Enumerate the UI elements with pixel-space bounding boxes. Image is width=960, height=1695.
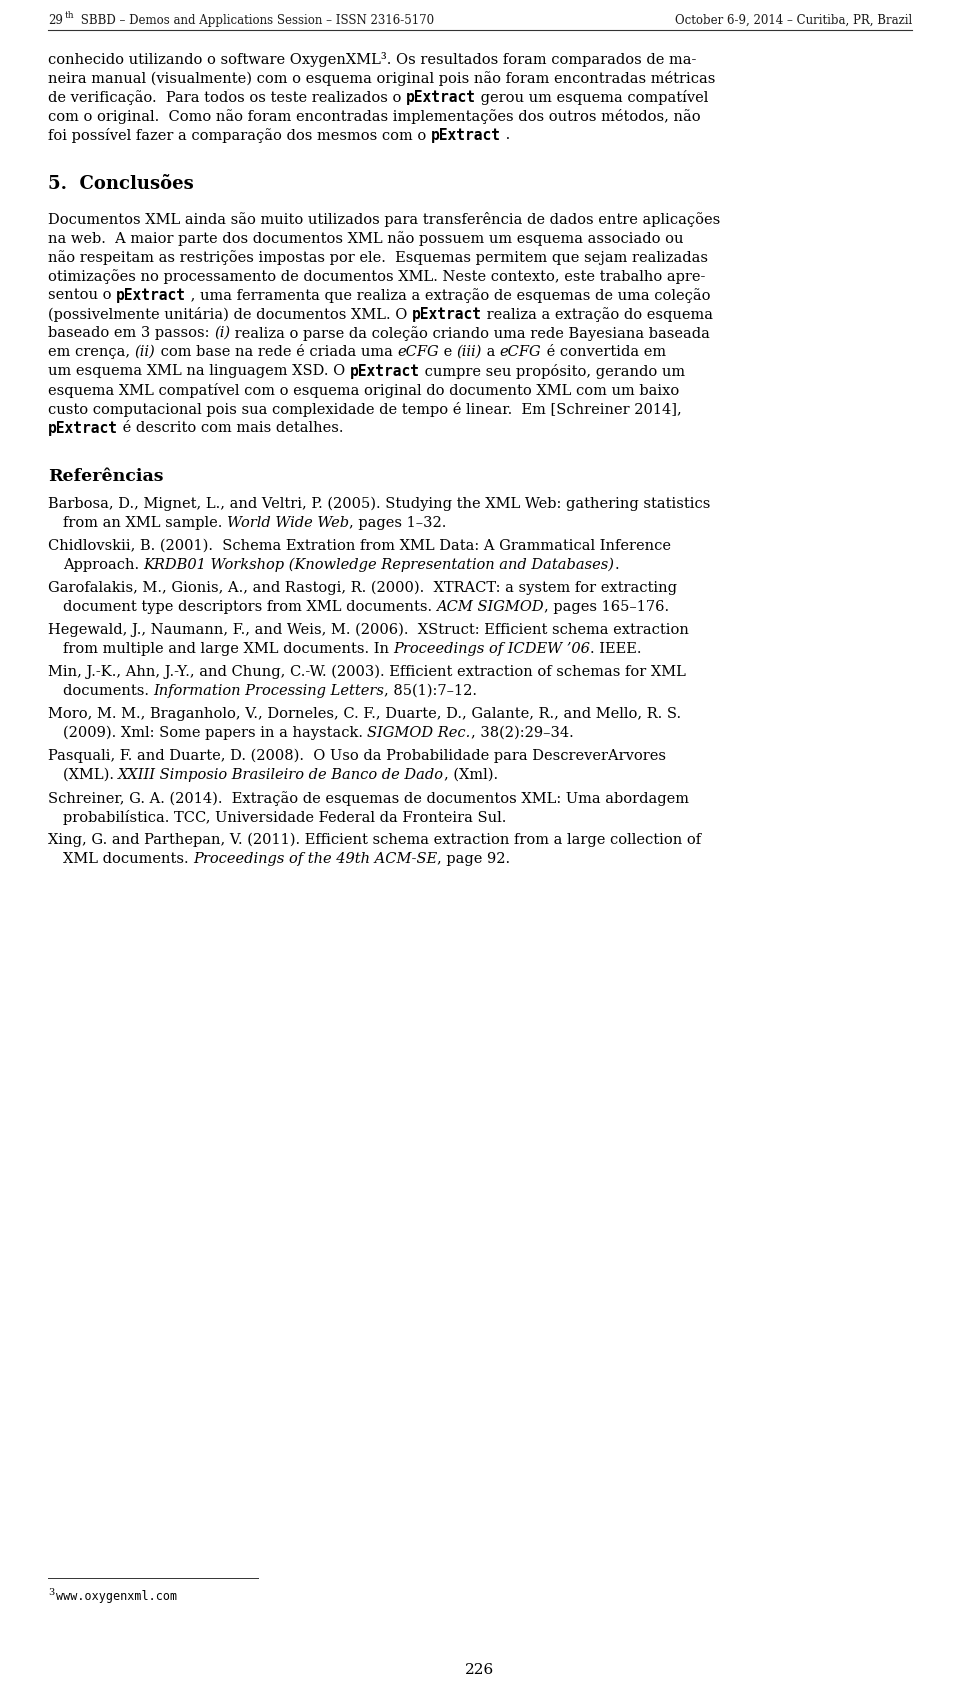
Text: Documentos XML ainda são muito utilizados para transferência de dados entre apli: Documentos XML ainda são muito utilizado… xyxy=(48,212,720,227)
Text: . IEEE.: . IEEE. xyxy=(590,642,641,656)
Text: a: a xyxy=(482,346,500,359)
Text: Garofalakis, M., Gionis, A., and Rastogi, R. (2000).  XTRACT: a system for extra: Garofalakis, M., Gionis, A., and Rastogi… xyxy=(48,581,677,595)
Text: (XML).: (XML). xyxy=(62,768,118,781)
Text: (i): (i) xyxy=(214,325,230,341)
Text: pExtract: pExtract xyxy=(406,90,476,105)
Text: .: . xyxy=(501,129,510,142)
Text: October 6-9, 2014 – Curitiba, PR, Brazil: October 6-9, 2014 – Curitiba, PR, Brazil xyxy=(675,14,912,27)
Text: Information Processing Letters: Information Processing Letters xyxy=(154,685,384,698)
Text: Referências: Referências xyxy=(48,468,163,485)
Text: e: e xyxy=(439,346,457,359)
Text: cumpre seu propósito, gerando um: cumpre seu propósito, gerando um xyxy=(420,364,685,380)
Text: SIGMOD Rec.: SIGMOD Rec. xyxy=(368,725,470,741)
Text: Pasquali, F. and Duarte, D. (2008).  O Uso da Probabilidade para DescreverArvore: Pasquali, F. and Duarte, D. (2008). O Us… xyxy=(48,749,666,763)
Text: gerou um esquema compatível: gerou um esquema compatível xyxy=(476,90,708,105)
Text: , page 92.: , page 92. xyxy=(437,853,510,866)
Text: pExtract: pExtract xyxy=(431,129,501,142)
Text: document type descriptors from XML documents.: document type descriptors from XML docum… xyxy=(62,600,437,614)
Text: documents.: documents. xyxy=(62,685,154,698)
Text: (2009). Xml: Some papers in a haystack.: (2009). Xml: Some papers in a haystack. xyxy=(62,725,368,741)
Text: Approach.: Approach. xyxy=(62,558,143,571)
Text: pExtract: pExtract xyxy=(412,307,482,322)
Text: na web.  A maior parte dos documentos XML não possuem um esquema associado ou: na web. A maior parte dos documentos XML… xyxy=(48,231,684,246)
Text: é convertida em: é convertida em xyxy=(541,346,665,359)
Text: Barbosa, D., Mignet, L., and Veltri, P. (2005). Studying the XML Web: gathering : Barbosa, D., Mignet, L., and Veltri, P. … xyxy=(48,497,710,512)
Text: com o original.  Como não foram encontradas implementações dos outros métodos, n: com o original. Como não foram encontrad… xyxy=(48,108,701,124)
Text: from multiple and large XML documents. In: from multiple and large XML documents. I… xyxy=(62,642,394,656)
Text: conhecido utilizando o software OxygenXML³. Os resultados foram comparados de ma: conhecido utilizando o software OxygenXM… xyxy=(48,53,696,68)
Text: www.oxygenxml.com: www.oxygenxml.com xyxy=(56,1590,178,1603)
Text: eCFG: eCFG xyxy=(500,346,541,359)
Text: sentou o: sentou o xyxy=(48,288,116,302)
Text: baseado em 3 passos:: baseado em 3 passos: xyxy=(48,325,214,341)
Text: Min, J.-K., Ahn, J.-Y., and Chung, C.-W. (2003). Efficient extraction of schemas: Min, J.-K., Ahn, J.-Y., and Chung, C.-W.… xyxy=(48,664,685,680)
Text: 5.  Conclusões: 5. Conclusões xyxy=(48,175,194,193)
Text: Hegewald, J., Naumann, F., and Weis, M. (2006).  XStruct: Efficient schema extra: Hegewald, J., Naumann, F., and Weis, M. … xyxy=(48,624,689,637)
Text: 226: 226 xyxy=(466,1663,494,1676)
Text: esquema XML compatível com o esquema original do documento XML com um baixo: esquema XML compatível com o esquema ori… xyxy=(48,383,680,398)
Text: é descrito com mais detalhes.: é descrito com mais detalhes. xyxy=(118,420,344,436)
Text: probabilística. TCC, Universidade Federal da Fronteira Sul.: probabilística. TCC, Universidade Federa… xyxy=(62,810,506,825)
Text: , 85(1):7–12.: , 85(1):7–12. xyxy=(384,685,477,698)
Text: foi possível fazer a comparação dos mesmos com o: foi possível fazer a comparação dos mesm… xyxy=(48,129,431,142)
Text: pExtract: pExtract xyxy=(48,420,118,436)
Text: otimizações no processamento de documentos XML. Neste contexto, este trabalho ap: otimizações no processamento de document… xyxy=(48,270,706,283)
Text: KRDB01 Workshop (Knowledge Representation and Databases): KRDB01 Workshop (Knowledge Representatio… xyxy=(143,558,614,573)
Text: Xing, G. and Parthepan, V. (2011). Efficient schema extraction from a large coll: Xing, G. and Parthepan, V. (2011). Effic… xyxy=(48,832,701,848)
Text: realiza o parse da coleção criando uma rede Bayesiana baseada: realiza o parse da coleção criando uma r… xyxy=(230,325,710,341)
Text: pExtract: pExtract xyxy=(116,288,186,303)
Text: um esquema XML na linguagem XSD. O: um esquema XML na linguagem XSD. O xyxy=(48,364,349,378)
Text: , pages 165–176.: , pages 165–176. xyxy=(544,600,669,614)
Text: , uma ferramenta que realiza a extração de esquemas de uma coleção: , uma ferramenta que realiza a extração … xyxy=(186,288,710,303)
Text: 29: 29 xyxy=(48,14,62,27)
Text: , 38(2):29–34.: , 38(2):29–34. xyxy=(470,725,573,741)
Text: não respeitam as restrições impostas por ele.  Esquemas permitem que sejam reali: não respeitam as restrições impostas por… xyxy=(48,249,708,264)
Text: (possivelmente unitária) de documentos XML. O: (possivelmente unitária) de documentos X… xyxy=(48,307,412,322)
Text: Proceedings of ICDEW ’06: Proceedings of ICDEW ’06 xyxy=(394,642,590,656)
Text: Proceedings of the 49th ACM-SE: Proceedings of the 49th ACM-SE xyxy=(193,853,437,866)
Text: neira manual (visualmente) com o esquema original pois não foram encontradas mét: neira manual (visualmente) com o esquema… xyxy=(48,71,715,86)
Text: de verificação.  Para todos os teste realizados o: de verificação. Para todos os teste real… xyxy=(48,90,406,105)
Text: SBBD – Demos and Applications Session – ISSN 2316-5170: SBBD – Demos and Applications Session – … xyxy=(77,14,434,27)
Text: XML documents.: XML documents. xyxy=(62,853,193,866)
Text: 3: 3 xyxy=(48,1588,55,1597)
Text: .: . xyxy=(614,558,619,571)
Text: Moro, M. M., Braganholo, V., Dorneles, C. F., Duarte, D., Galante, R., and Mello: Moro, M. M., Braganholo, V., Dorneles, C… xyxy=(48,707,682,720)
Text: com base na rede é criada uma: com base na rede é criada uma xyxy=(156,346,397,359)
Text: , pages 1–32.: , pages 1–32. xyxy=(348,515,446,531)
Text: custo computacional pois sua complexidade de tempo é linear.  Em [Schreiner 2014: custo computacional pois sua complexidad… xyxy=(48,402,682,417)
Text: XXIII Simposio Brasileiro de Banco de Dado: XXIII Simposio Brasileiro de Banco de Da… xyxy=(118,768,444,781)
Text: Chidlovskii, B. (2001).  Schema Extration from XML Data: A Grammatical Inference: Chidlovskii, B. (2001). Schema Extration… xyxy=(48,539,671,553)
Text: World Wide Web: World Wide Web xyxy=(227,515,348,531)
Text: , (Xml).: , (Xml). xyxy=(444,768,498,781)
Text: eCFG: eCFG xyxy=(397,346,439,359)
Text: Schreiner, G. A. (2014).  Extração de esquemas de documentos XML: Uma abordagem: Schreiner, G. A. (2014). Extração de esq… xyxy=(48,792,689,805)
Text: ACM SIGMOD: ACM SIGMOD xyxy=(437,600,544,614)
Text: (ii): (ii) xyxy=(134,346,156,359)
Text: th: th xyxy=(65,10,75,20)
Text: pExtract: pExtract xyxy=(349,364,420,380)
Text: (iii): (iii) xyxy=(457,346,482,359)
Text: realiza a extração do esquema: realiza a extração do esquema xyxy=(482,307,713,322)
Text: from an XML sample.: from an XML sample. xyxy=(62,515,227,531)
Text: em crença,: em crença, xyxy=(48,346,134,359)
